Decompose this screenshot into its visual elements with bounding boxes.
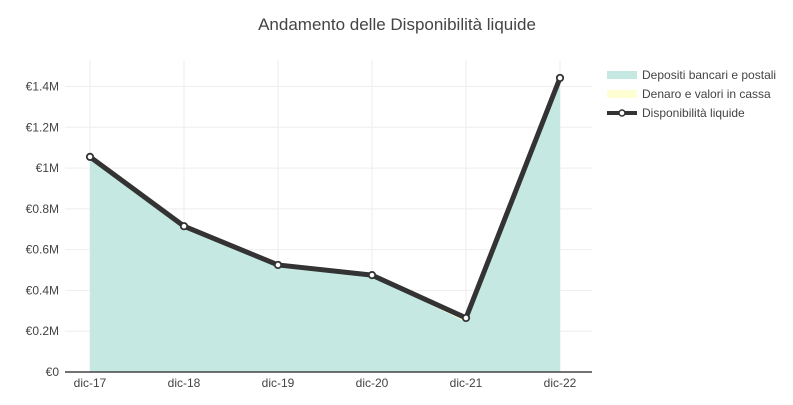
- lines: [85, 73, 565, 323]
- data-point-disponibilita: [367, 271, 377, 280]
- y-tick-label: €0: [46, 365, 60, 379]
- areas: [90, 77, 560, 373]
- y-tick-label: €0.6M: [26, 243, 59, 257]
- x-tick-label: dic-21: [450, 376, 483, 390]
- x-tick-label: dic-20: [356, 376, 389, 390]
- y-tick-label: €0.4M: [26, 283, 59, 297]
- x-tick-label: dic-17: [74, 376, 107, 390]
- x-tick-label: dic-22: [544, 376, 577, 390]
- legend-swatch: [607, 90, 637, 98]
- legend-label: Denaro e valori in cassa: [642, 87, 771, 101]
- data-point-disponibilita: [179, 222, 189, 231]
- legend-swatch: [607, 71, 637, 79]
- y-tick-label: €0.8M: [26, 202, 59, 216]
- data-point-disponibilita: [461, 313, 471, 323]
- line-disponibilita: [87, 75, 563, 321]
- data-point-disponibilita: [85, 152, 95, 161]
- legend-label: Disponibilità liquide: [642, 106, 745, 120]
- data-point-disponibilita: [555, 73, 565, 83]
- area-depositi-bancari: [90, 78, 560, 373]
- y-tick-label: €0.2M: [26, 324, 59, 338]
- data-point-disponibilita: [273, 260, 283, 270]
- chart-title: Andamento delle Disponibilità liquide: [258, 15, 536, 34]
- y-tick-label: €1.2M: [26, 120, 59, 134]
- legend-swatch-marker: [618, 109, 626, 117]
- y-tick-label: €1M: [36, 161, 59, 175]
- x-tick-label: dic-19: [262, 376, 295, 390]
- legend-label: Depositi bancari e postali: [642, 68, 776, 82]
- x-tick-label: dic-18: [168, 376, 201, 390]
- legend[interactable]: Depositi bancari e postali Denaro e valor…: [607, 68, 776, 120]
- y-tick-label: €1.4M: [26, 80, 59, 94]
- axes: €0 €0.2M €0.4M €0.6M €0.8M €1M €1.2M €1.4M dic-1…: [26, 80, 592, 390]
